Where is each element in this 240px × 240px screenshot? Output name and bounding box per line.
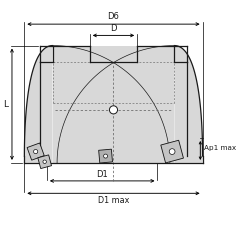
Polygon shape: [99, 149, 113, 163]
Circle shape: [109, 106, 118, 114]
Text: L: L: [4, 100, 9, 109]
Circle shape: [34, 150, 38, 154]
Polygon shape: [24, 46, 53, 163]
Text: D: D: [110, 24, 117, 33]
Polygon shape: [174, 46, 203, 163]
Polygon shape: [53, 46, 174, 163]
Polygon shape: [90, 46, 137, 62]
Text: D1: D1: [96, 170, 108, 179]
Text: D6: D6: [108, 12, 120, 21]
Text: Ap1 max: Ap1 max: [204, 145, 236, 151]
Polygon shape: [27, 143, 44, 160]
Circle shape: [169, 149, 175, 155]
Polygon shape: [38, 155, 52, 168]
Polygon shape: [161, 140, 183, 163]
Text: D1 max: D1 max: [98, 196, 129, 205]
Circle shape: [104, 154, 108, 158]
Circle shape: [43, 160, 46, 163]
